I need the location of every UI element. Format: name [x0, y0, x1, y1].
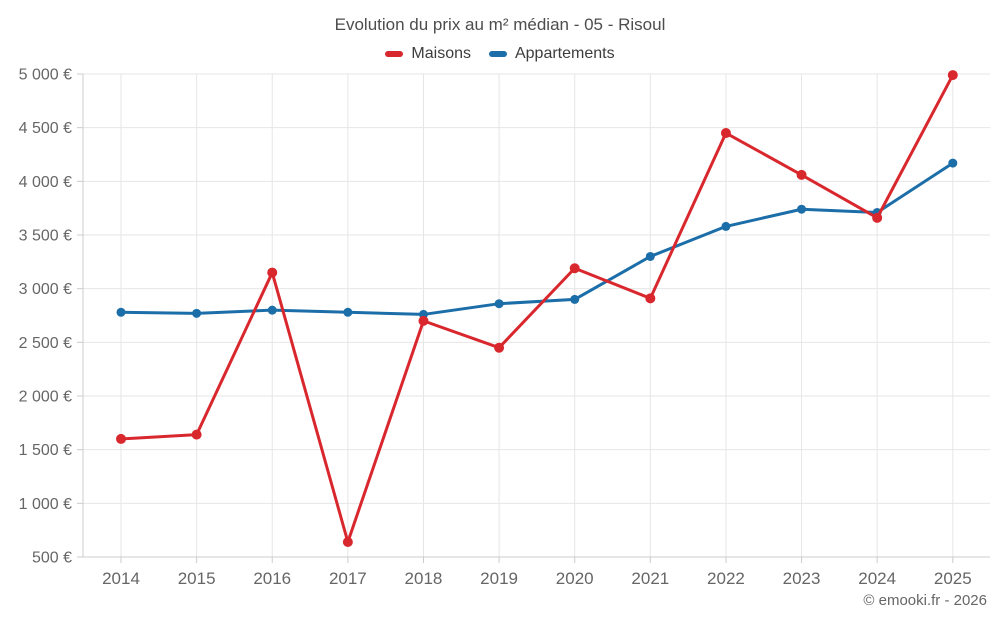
x-tick-label: 2020	[556, 569, 594, 588]
x-tick-label: 2021	[631, 569, 669, 588]
x-tick-label: 2015	[178, 569, 216, 588]
data-point-appartements-2021[interactable]	[645, 251, 655, 261]
x-tick-label: 2025	[934, 569, 972, 588]
data-point-maisons-2024[interactable]	[872, 212, 883, 223]
legend-item-maisons[interactable]: Maisons	[385, 45, 471, 63]
y-tick-label: 5 000 €	[19, 67, 72, 84]
data-point-maisons-2025[interactable]	[947, 70, 958, 81]
x-tick-label: 2016	[253, 569, 291, 588]
x-tick-label: 2024	[858, 569, 896, 588]
y-tick-label: 3 500 €	[19, 228, 72, 245]
data-point-appartements-2014[interactable]	[116, 307, 126, 317]
y-tick-label: 500 €	[32, 550, 72, 567]
y-tick-label: 4 500 €	[19, 120, 72, 137]
data-point-maisons-2023[interactable]	[796, 169, 807, 180]
series-line-appartements	[119, 161, 955, 316]
y-tick-label: 2 500 €	[19, 335, 72, 352]
data-point-appartements-2017[interactable]	[343, 307, 353, 317]
data-point-appartements-2023[interactable]	[797, 204, 807, 214]
data-point-appartements-2025[interactable]	[948, 158, 958, 168]
data-point-appartements-2016[interactable]	[267, 305, 277, 315]
series-line-maisons	[119, 73, 955, 544]
x-tick-label: 2019	[480, 569, 518, 588]
data-point-appartements-2019[interactable]	[494, 299, 504, 309]
data-point-maisons-2015[interactable]	[191, 429, 202, 440]
data-point-maisons-2021[interactable]	[645, 293, 656, 304]
x-tick-label: 2014	[102, 569, 140, 588]
legend-swatch-appartements-icon	[488, 51, 507, 57]
data-point-maisons-2019[interactable]	[494, 342, 505, 353]
chart-title: Evolution du prix au m² médian - 05 - Ri…	[334, 15, 666, 34]
y-tick-label: 4 000 €	[19, 174, 72, 191]
data-point-maisons-2018[interactable]	[418, 315, 429, 326]
legend-swatch-maisons-icon	[385, 51, 404, 57]
x-tick-label: 2022	[707, 569, 745, 588]
y-tick-label: 1 000 €	[19, 496, 72, 513]
y-tick-label: 1 500 €	[19, 442, 72, 459]
x-tick-label: 2018	[405, 569, 443, 588]
y-tick-label: 3 000 €	[19, 281, 72, 298]
data-point-appartements-2015[interactable]	[192, 308, 202, 318]
legend-label-maisons: Maisons	[411, 45, 471, 62]
data-point-maisons-2014[interactable]	[116, 433, 126, 444]
x-tick-label: 2017	[329, 569, 367, 588]
y-tick-label: 2 000 €	[19, 389, 72, 406]
legend-item-appartements[interactable]: Appartements	[488, 45, 615, 63]
data-point-maisons-2017[interactable]	[342, 536, 353, 547]
chart-legend: Maisons Appartements	[0, 45, 1000, 63]
data-point-maisons-2016[interactable]	[267, 267, 278, 278]
data-point-maisons-2020[interactable]	[569, 263, 580, 274]
data-point-appartements-2020[interactable]	[570, 294, 580, 304]
credit-text: © emooki.fr - 2026	[863, 592, 987, 609]
data-point-appartements-2022[interactable]	[721, 221, 731, 231]
x-tick-label: 2023	[783, 569, 821, 588]
legend-label-appartements: Appartements	[514, 45, 615, 62]
data-point-maisons-2022[interactable]	[720, 128, 731, 139]
